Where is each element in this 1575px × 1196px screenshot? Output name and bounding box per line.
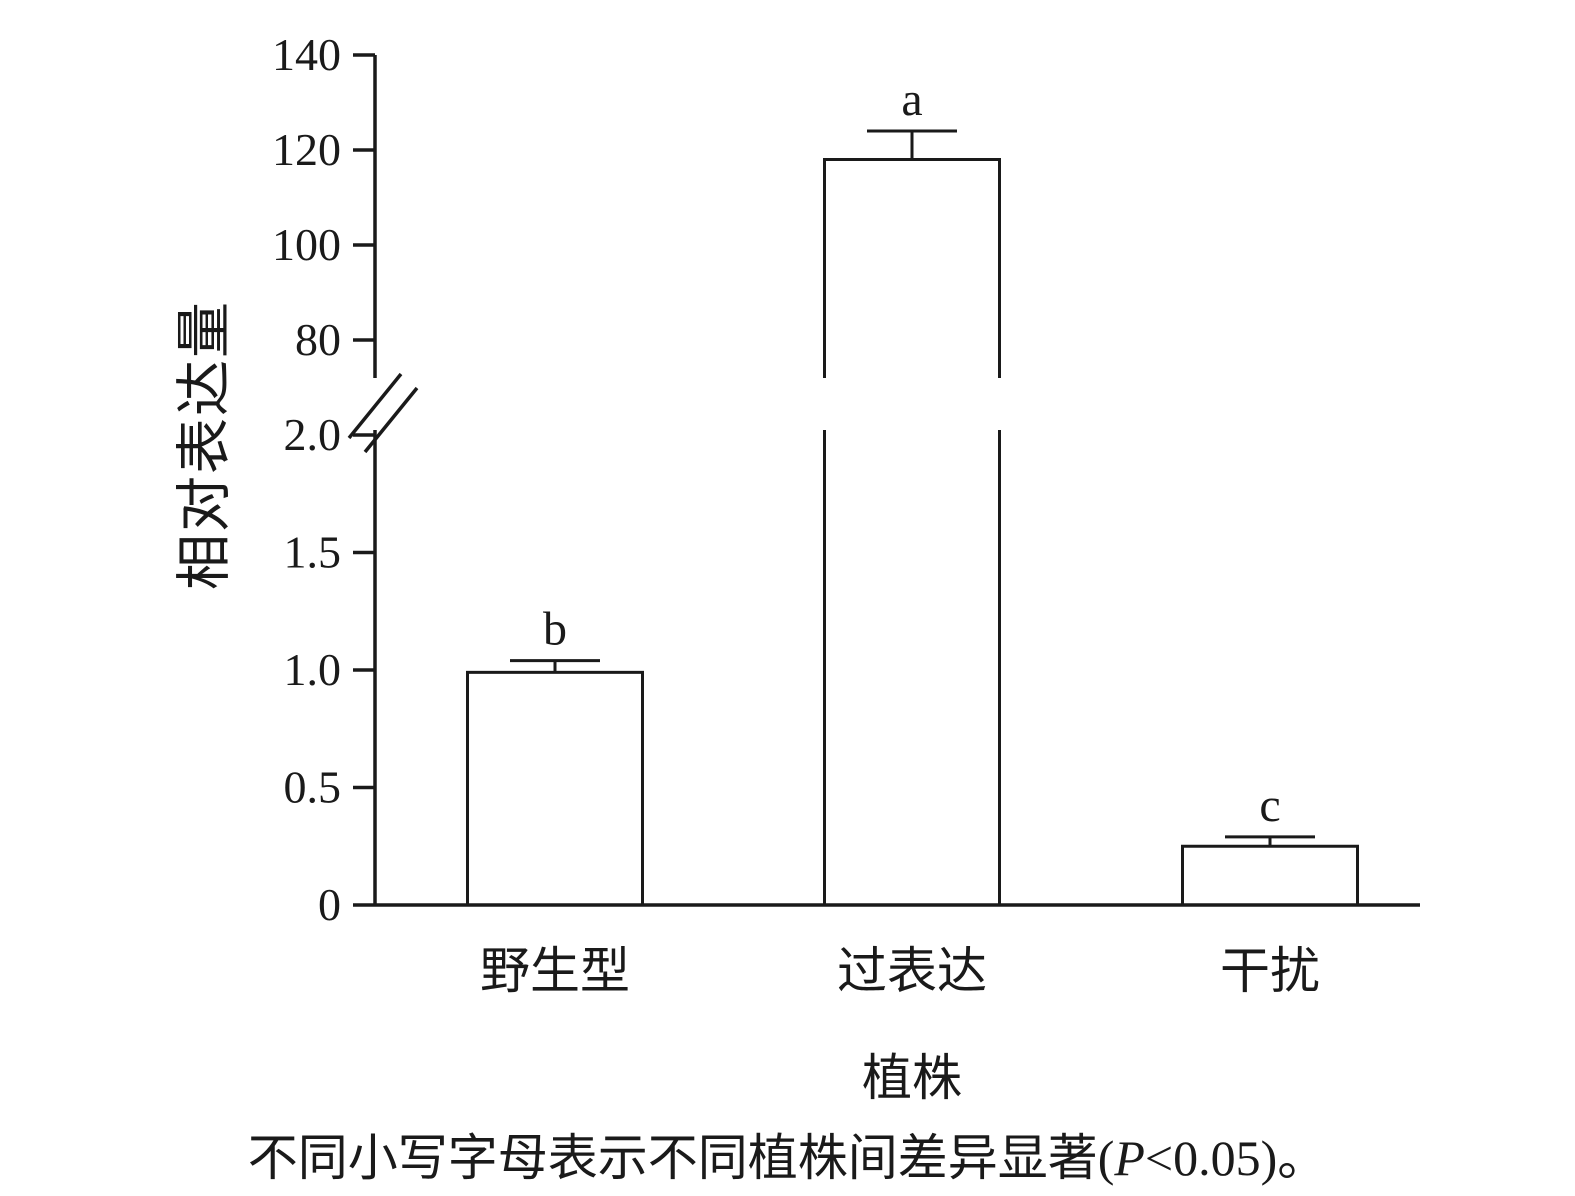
y-axis-title: 相对表达量 [174,300,237,590]
caption-text-prefix: 不同小写字母表示不同植株间差异显著( [247,1130,1115,1186]
y-tick-label: 0 [318,879,341,930]
x-axis-title: 植株 [862,1050,962,1106]
y-tick-label: 80 [295,314,341,365]
figure-caption: 不同小写字母表示不同植株间差异显著(P<0.05)。 [0,1118,1575,1190]
x-tick-label: 干扰 [1220,943,1320,999]
bar-lower-segment [823,430,1001,905]
x-tick-label: 过表达 [837,943,987,999]
y-tick-label: 1.5 [284,527,342,578]
bar-upper-segment [823,158,1001,378]
bar [1181,844,1359,907]
y-tick-label: 1.0 [284,644,342,695]
y-tick-label: 100 [272,219,341,270]
y-tick-label: 140 [272,29,341,80]
axis-break-icon [363,386,419,454]
significance-letter: c [1259,779,1280,832]
significance-letter: b [543,603,567,656]
y-tick-label: 0.5 [284,762,342,813]
caption-text-suffix: <0.05)。 [1144,1130,1328,1186]
axis-break-icon [347,372,403,440]
x-tick-label: 野生型 [480,943,630,999]
y-tick-label: 120 [272,124,341,175]
y-tick-label: 2.0 [284,409,342,460]
caption-p-symbol: P [1114,1130,1145,1186]
bar [466,670,644,907]
significance-letter: a [901,73,922,126]
